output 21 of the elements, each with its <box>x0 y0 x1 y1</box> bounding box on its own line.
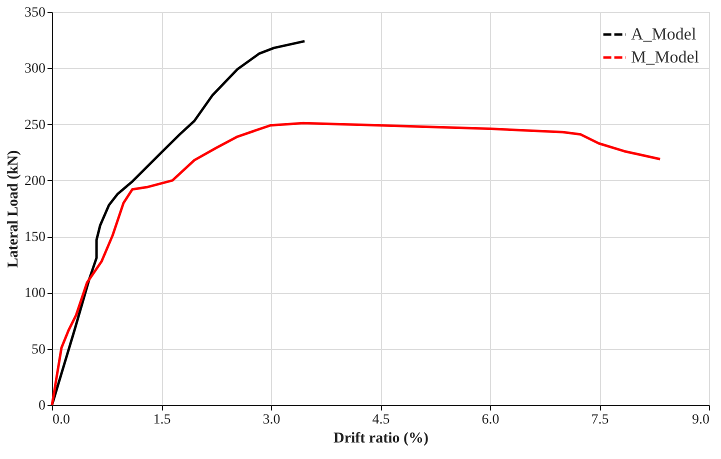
y-tick-label: 250 <box>24 118 46 133</box>
legend-label: A_Model <box>631 24 696 44</box>
x-tick-label: 6.0 <box>482 412 500 428</box>
legend-label: M_Model <box>631 48 700 66</box>
y-tick-label: 300 <box>24 62 46 77</box>
x-tick-label: 3.0 <box>262 412 280 428</box>
y-tick-label: 50 <box>32 342 46 358</box>
x-tick-label: 7.5 <box>591 412 609 428</box>
y-axis-title: Lateral Load (kN) <box>6 150 22 268</box>
line-series <box>50 40 306 406</box>
y-tick-label: 100 <box>24 286 46 302</box>
x-tick-label: 1.5 <box>153 412 171 428</box>
y-tick-label: 150 <box>24 230 46 246</box>
x-tick-label: 0.0 <box>52 412 70 428</box>
y-tick-label: 350 <box>24 6 46 20</box>
x-tick-label: 4.5 <box>372 412 390 428</box>
x-axis-title: Drift ratio (%) <box>334 430 428 446</box>
y-tick-label: 200 <box>24 174 46 189</box>
y-tick-label: 0 <box>38 398 46 414</box>
x-tick-label: 9.0 <box>692 412 710 428</box>
line-series <box>50 122 662 406</box>
